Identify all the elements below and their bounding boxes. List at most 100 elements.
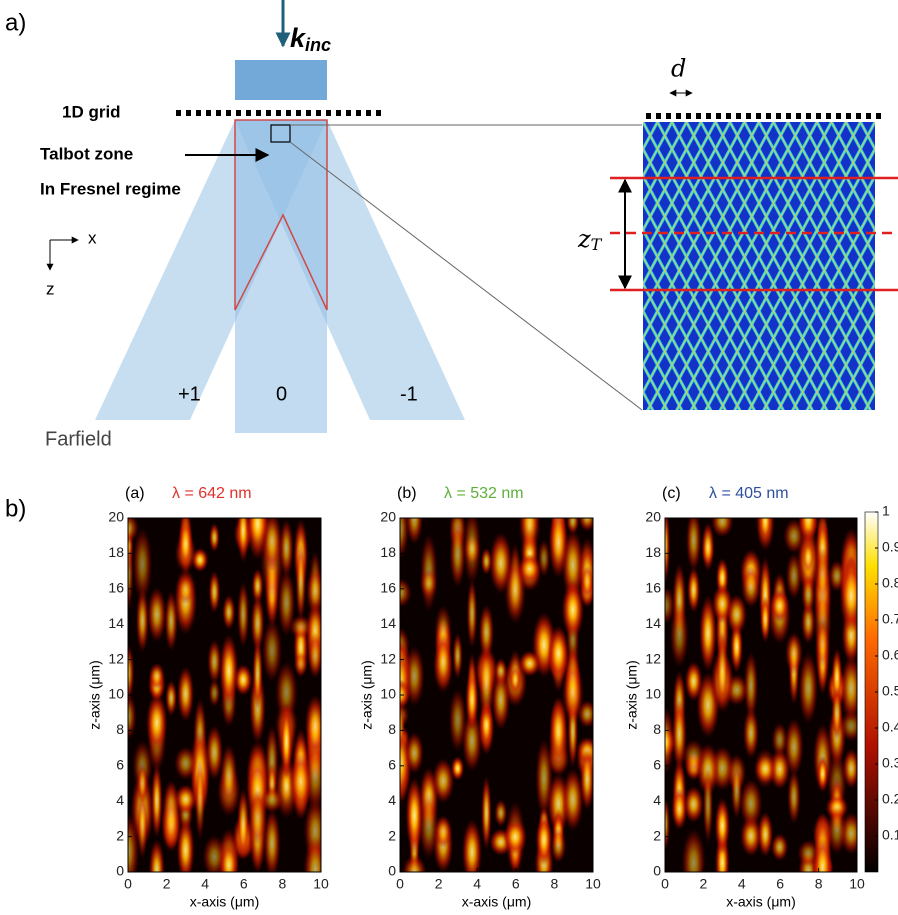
heatmap-blob <box>685 518 702 572</box>
heatmap-blob <box>711 518 734 538</box>
heatmap-blob <box>787 769 801 825</box>
heatmap-blob <box>518 518 541 553</box>
panel-label: b) <box>5 495 26 522</box>
x-tick-label: 2 <box>700 876 708 892</box>
x-tick-label: 6 <box>776 876 784 892</box>
period-label: d <box>671 55 686 83</box>
heatmap-blob <box>548 518 569 579</box>
y-axis-label: z-axis (μm) <box>359 660 375 730</box>
heatmap-blob <box>771 833 789 862</box>
heatmap-blob <box>208 679 221 707</box>
heatmap-blob <box>535 738 553 818</box>
heatmap-blob <box>400 679 411 710</box>
heatmap-blob <box>174 746 197 781</box>
y-tick-label: 12 <box>645 650 661 666</box>
heatmap-blob <box>295 542 307 622</box>
heatmap-blob <box>547 625 569 682</box>
heatmap-blob <box>785 631 803 675</box>
plot-tag: (a) <box>125 485 145 502</box>
heatmap-blob <box>840 655 857 722</box>
y-tick-label: 2 <box>116 827 124 843</box>
heatmap-blob <box>434 815 453 848</box>
heatmap-blob <box>279 518 294 578</box>
y-tick-label: 0 <box>388 863 396 879</box>
x-tick-label: 10 <box>313 876 329 892</box>
heatmap-blob <box>699 594 717 672</box>
heatmap-blob <box>234 663 253 696</box>
heatmap-blob <box>478 643 495 723</box>
heatmap-blob <box>219 633 239 709</box>
heatmap-blob <box>665 706 675 775</box>
heatmap-blob <box>671 787 688 831</box>
heatmap-blob <box>247 789 268 846</box>
heatmap-blob <box>194 760 206 840</box>
y-tick-label: 20 <box>108 509 124 525</box>
heatmap-blob <box>400 578 412 608</box>
heatmap-blob <box>683 785 704 823</box>
heatmap-blob <box>759 518 772 544</box>
heatmap-blob <box>801 574 816 615</box>
y-tick-label: 16 <box>645 580 661 596</box>
heatmap-blob <box>714 797 730 854</box>
heatmap-blob <box>405 518 424 545</box>
heatmap-blob <box>237 788 250 860</box>
wavelength: λ = 532 nm <box>444 485 524 502</box>
y-tick-label: 10 <box>108 686 124 702</box>
y-tick-label: 20 <box>645 509 661 525</box>
x-tick-label: 2 <box>163 876 171 892</box>
talbot-label: Talbot zone <box>40 144 133 163</box>
heatmap-blob <box>549 699 568 768</box>
heatmap-blob <box>208 570 221 614</box>
k-label: kinc <box>290 23 331 55</box>
heatmap-blob <box>277 568 296 637</box>
heatmap-blob <box>669 602 689 668</box>
heatmap-blob <box>448 688 467 752</box>
heatmap-blob <box>219 841 239 872</box>
y-tick-label: 8 <box>388 721 396 737</box>
x-axis-label: x-axis (μm) <box>462 894 532 910</box>
y-tick-label: 0 <box>653 863 661 879</box>
heatmap-blob <box>743 707 759 759</box>
heatmap-blob <box>251 568 264 604</box>
heatmap-blob <box>128 692 137 741</box>
heatmap-blob <box>434 634 453 688</box>
heatmap-blob <box>741 566 761 608</box>
heatmap-blob <box>771 722 788 758</box>
y-tick-label: 4 <box>116 792 124 808</box>
axis-z-label: z <box>46 279 55 298</box>
heatmap-blob <box>161 779 182 848</box>
x-tick-label: 10 <box>849 876 865 892</box>
heatmap-blob <box>400 703 406 750</box>
y-axis-label: z-axis (μm) <box>624 660 640 730</box>
heatmap-blob <box>815 618 831 668</box>
x-tick-label: 8 <box>551 876 559 892</box>
x-tick-label: 8 <box>815 876 823 892</box>
heatmap-blob <box>405 732 424 774</box>
x-axis-label: x-axis (μm) <box>190 894 260 910</box>
heatmap-blob <box>418 793 439 859</box>
heatmap-blob <box>128 643 135 702</box>
zt-symbol: z <box>577 225 591 253</box>
colorbar-tick-label: 0.6 <box>882 647 898 663</box>
x-axis-label: x-axis (μm) <box>726 894 796 910</box>
heatmap <box>665 518 857 872</box>
heatmap-blob <box>246 518 269 561</box>
plot-tag: (b) <box>397 485 417 502</box>
y-tick-label: 6 <box>653 757 661 773</box>
heatmap-blob <box>176 573 196 605</box>
wavelength: λ = 642 nm <box>172 485 252 502</box>
heatmap-blob <box>262 618 282 683</box>
heatmap-blob <box>207 639 222 684</box>
heatmap-blob <box>237 581 250 648</box>
heatmap-blob <box>452 632 463 679</box>
heatmap-blob <box>802 540 815 573</box>
heatmap-blob <box>462 710 482 772</box>
colorbar-tick-label: 0.4 <box>882 719 898 735</box>
heatmap-blob <box>566 518 580 535</box>
y-tick-label: 10 <box>645 686 661 702</box>
y-tick-label: 2 <box>388 827 396 843</box>
heatmap-blob <box>148 662 165 690</box>
zt-subscript: T <box>591 235 603 254</box>
order-label: 0 <box>276 383 287 405</box>
